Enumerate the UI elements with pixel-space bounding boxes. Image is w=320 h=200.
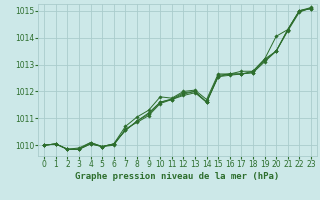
X-axis label: Graphe pression niveau de la mer (hPa): Graphe pression niveau de la mer (hPa) xyxy=(76,172,280,181)
